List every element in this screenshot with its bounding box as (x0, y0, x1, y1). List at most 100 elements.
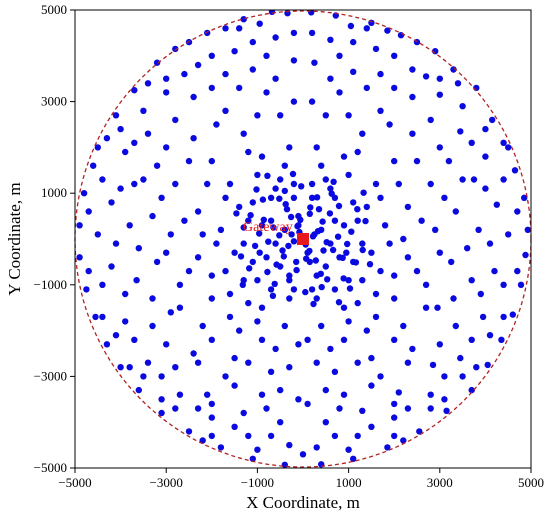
data-point (322, 112, 329, 119)
data-point (172, 364, 179, 371)
data-point (329, 246, 337, 254)
data-point (117, 364, 124, 371)
data-point (293, 258, 300, 266)
data-point (76, 254, 83, 261)
data-point (391, 414, 398, 421)
data-point (366, 261, 374, 268)
data-point (85, 267, 92, 275)
data-point (350, 68, 357, 76)
data-point (340, 304, 348, 311)
data-point (372, 45, 380, 53)
y-tick-label: 1000 (41, 185, 67, 200)
data-point (222, 267, 229, 275)
data-point (199, 437, 206, 444)
data-point (286, 364, 293, 371)
data-point (167, 309, 174, 316)
data-point (158, 194, 165, 201)
data-point (308, 194, 316, 201)
data-point (372, 180, 380, 188)
data-point (271, 280, 278, 288)
data-point (265, 238, 272, 245)
data-point (372, 290, 380, 298)
data-point (272, 34, 279, 41)
plot-frame (74, 9, 532, 469)
data-point (422, 73, 430, 80)
data-point (313, 144, 320, 151)
data-point (500, 313, 507, 321)
data-point (140, 107, 147, 115)
gateway-marker (297, 233, 309, 245)
data-point (264, 172, 271, 179)
data-point (277, 176, 284, 183)
data-point (468, 386, 475, 394)
data-point (368, 382, 375, 389)
data-point (335, 299, 343, 306)
data-point (99, 176, 106, 183)
data-point (256, 249, 263, 256)
data-point (208, 157, 215, 165)
data-point (167, 231, 174, 238)
data-point (240, 240, 247, 247)
data-point (336, 52, 343, 59)
data-point (306, 247, 313, 255)
data-point (331, 217, 339, 224)
data-point (343, 249, 350, 256)
data-point (226, 180, 234, 188)
data-point (236, 327, 243, 334)
data-point (334, 233, 342, 240)
data-point (511, 167, 519, 174)
data-point (308, 180, 316, 188)
data-point (331, 286, 339, 293)
data-point (404, 359, 412, 366)
data-point (359, 246, 366, 254)
data-point (432, 226, 439, 233)
data-point (290, 29, 298, 37)
data-point (354, 148, 361, 156)
data-point (249, 38, 256, 46)
data-point (330, 178, 337, 185)
data-point (482, 153, 489, 160)
data-point (286, 295, 293, 302)
data-point (313, 444, 320, 451)
data-point (352, 259, 360, 266)
data-point (185, 428, 193, 435)
data-point (345, 112, 352, 119)
data-point (222, 194, 229, 201)
data-point (436, 91, 443, 98)
data-point (231, 423, 238, 430)
data-point (276, 195, 283, 202)
data-point (395, 389, 402, 396)
data-point (204, 391, 211, 398)
data-point (131, 336, 138, 343)
data-point (108, 263, 115, 270)
data-point (112, 240, 120, 247)
data-point (409, 93, 416, 101)
data-point (320, 247, 327, 254)
data-point (144, 359, 152, 366)
data-point (85, 208, 92, 215)
data-point (217, 226, 225, 233)
data-point (327, 75, 334, 82)
data-point (281, 162, 288, 169)
data-point (181, 70, 188, 78)
data-point (322, 263, 329, 270)
gateway-label: Gateway (243, 220, 293, 235)
data-point (131, 180, 138, 188)
data-point (427, 405, 434, 412)
data-point (295, 341, 302, 348)
data-point (122, 290, 129, 298)
data-point (226, 313, 234, 321)
data-point (331, 432, 339, 440)
y-tick-label: 3000 (41, 94, 67, 109)
data-point (90, 162, 97, 169)
data-point (348, 228, 355, 235)
data-point (313, 295, 320, 302)
data-point (340, 153, 348, 160)
data-point (524, 226, 531, 233)
data-point (249, 258, 256, 266)
data-point (354, 217, 361, 224)
data-point (505, 144, 512, 151)
data-point (327, 185, 334, 192)
data-point (222, 70, 229, 78)
data-point (409, 345, 416, 353)
